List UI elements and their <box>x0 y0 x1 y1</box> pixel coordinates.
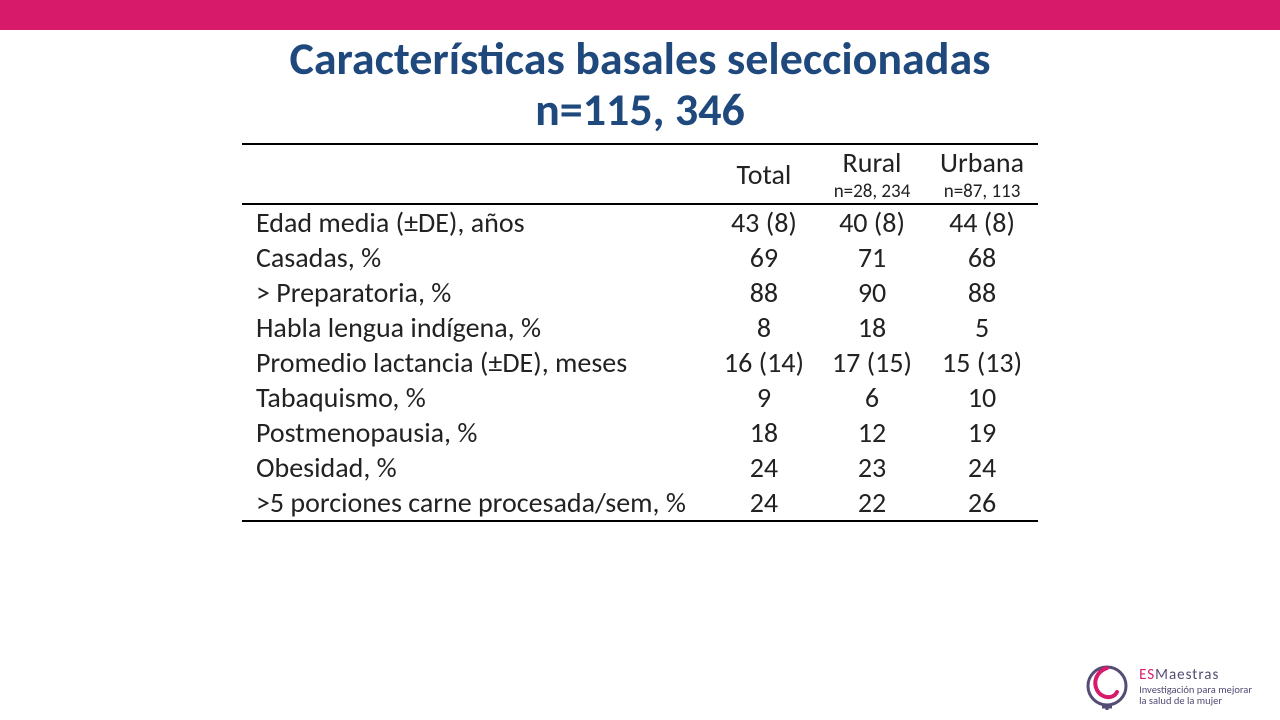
slide-title: Características basales seleccionadas n=… <box>90 34 1190 135</box>
table-row: Tabaquismo, %9610 <box>242 380 1038 415</box>
table-row: >5 porciones carne procesada/sem, %24222… <box>242 485 1038 521</box>
col-header-urbana: Urbana <box>926 144 1038 180</box>
brand-logo: ESMaestras Investigación para mejorar la… <box>1083 662 1252 710</box>
brand-logo-text: ESMaestras Investigación para mejorar la… <box>1139 666 1252 706</box>
slide-body: Características basales seleccionadas n=… <box>0 30 1280 720</box>
table-row: Postmenopausia, %181219 <box>242 415 1038 450</box>
title-line-1: Características basales seleccionadas <box>289 31 990 87</box>
brand-tagline-2: la salud de la mujer <box>1139 695 1252 706</box>
row-label: Casadas, % <box>242 240 710 275</box>
row-total: 16 (14) <box>710 345 818 380</box>
row-rural: 17 (15) <box>818 345 926 380</box>
row-rural: 90 <box>818 275 926 310</box>
n-urbana: n=87, 113 <box>926 180 1038 204</box>
row-label: Tabaquismo, % <box>242 380 710 415</box>
brand-prefix: ES <box>1139 666 1155 684</box>
table-row: > Preparatoria, %889088 <box>242 275 1038 310</box>
n-row-blank <box>242 180 710 204</box>
col-header-total: Total <box>710 144 818 204</box>
col-header-blank <box>242 144 710 180</box>
row-rural: 12 <box>818 415 926 450</box>
row-total: 9 <box>710 380 818 415</box>
top-accent-bar <box>0 0 1280 30</box>
row-urbana: 15 (13) <box>926 345 1038 380</box>
table-body: Edad media (±DE), años43 (8)40 (8)44 (8)… <box>242 204 1038 521</box>
row-label: Edad media (±DE), años <box>242 204 710 240</box>
row-total: 88 <box>710 275 818 310</box>
table-row: Casadas, %697168 <box>242 240 1038 275</box>
characteristics-table: Total Rural Urbana n=28, 234 n=87, 113 E… <box>242 143 1038 522</box>
row-urbana: 44 (8) <box>926 204 1038 240</box>
brand-name: ESMaestras <box>1139 666 1252 684</box>
row-urbana: 19 <box>926 415 1038 450</box>
brand-logo-icon <box>1083 662 1131 710</box>
row-total: 18 <box>710 415 818 450</box>
row-urbana: 88 <box>926 275 1038 310</box>
row-total: 43 (8) <box>710 204 818 240</box>
row-urbana: 26 <box>926 485 1038 521</box>
table-row: Promedio lactancia (±DE), meses16 (14)17… <box>242 345 1038 380</box>
row-rural: 18 <box>818 310 926 345</box>
row-label: > Preparatoria, % <box>242 275 710 310</box>
brand-suffix: Maestras <box>1155 666 1219 684</box>
row-urbana: 68 <box>926 240 1038 275</box>
row-rural: 71 <box>818 240 926 275</box>
row-total: 24 <box>710 450 818 485</box>
table-row: Habla lengua indígena, %8185 <box>242 310 1038 345</box>
row-urbana: 10 <box>926 380 1038 415</box>
title-line-2: n=115, 346 <box>90 85 1190 136</box>
row-total: 69 <box>710 240 818 275</box>
col-header-rural: Rural <box>818 144 926 180</box>
row-total: 24 <box>710 485 818 521</box>
n-rural: n=28, 234 <box>818 180 926 204</box>
row-label: Habla lengua indígena, % <box>242 310 710 345</box>
row-rural: 6 <box>818 380 926 415</box>
row-label: Promedio lactancia (±DE), meses <box>242 345 710 380</box>
row-rural: 22 <box>818 485 926 521</box>
row-rural: 40 (8) <box>818 204 926 240</box>
row-urbana: 24 <box>926 450 1038 485</box>
row-label: >5 porciones carne procesada/sem, % <box>242 485 710 521</box>
table-row: Obesidad, %242324 <box>242 450 1038 485</box>
row-rural: 23 <box>818 450 926 485</box>
row-urbana: 5 <box>926 310 1038 345</box>
row-label: Postmenopausia, % <box>242 415 710 450</box>
table-row: Edad media (±DE), años43 (8)40 (8)44 (8) <box>242 204 1038 240</box>
row-total: 8 <box>710 310 818 345</box>
row-label: Obesidad, % <box>242 450 710 485</box>
